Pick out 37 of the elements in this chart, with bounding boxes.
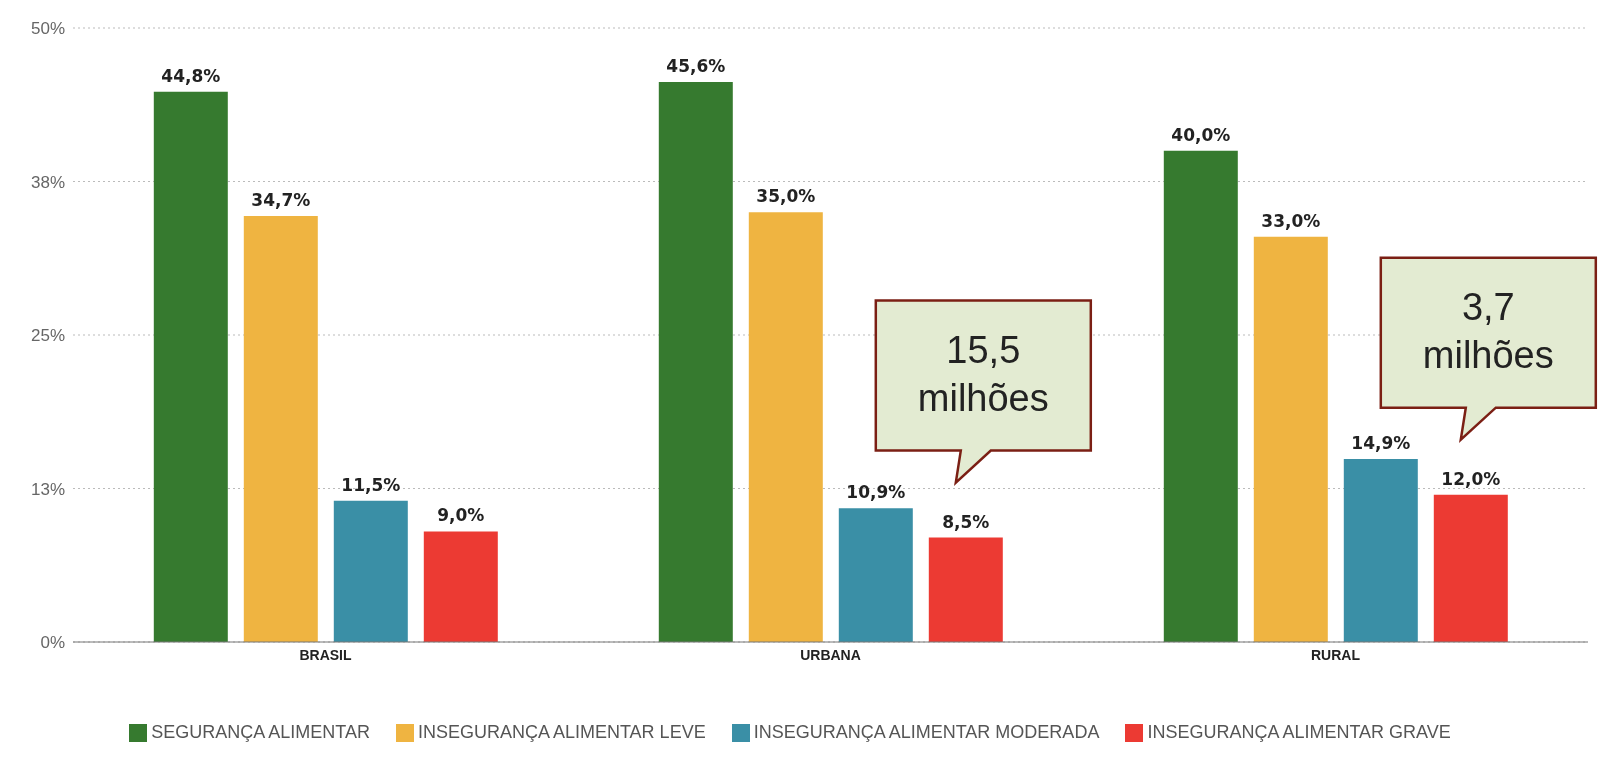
data-label: 45,6%	[666, 56, 726, 77]
annotation: 15,5 milhões	[917, 328, 1049, 419]
data-label: 12,0%	[1441, 468, 1501, 489]
data-label: 40,0%	[1171, 124, 1231, 145]
annotation: 3,7 milhões	[1422, 285, 1554, 376]
bar	[1253, 236, 1328, 642]
bar	[838, 508, 913, 642]
y-tick-label: 25%	[30, 326, 65, 346]
legend-label: INSEGURANÇA ALIMENTAR MODERADA	[753, 722, 1100, 742]
bar	[748, 212, 823, 642]
bar	[1433, 494, 1508, 642]
bar	[153, 91, 228, 642]
data-label: 11,5%	[341, 474, 401, 495]
bar	[243, 215, 318, 642]
y-tick-label: 13%	[30, 479, 65, 499]
data-label: 9,0%	[437, 505, 485, 526]
y-tick-label: 38%	[30, 172, 65, 192]
bar	[658, 82, 733, 642]
x-tick-label: RURAL	[1311, 646, 1361, 663]
data-label: 44,8%	[161, 65, 221, 86]
data-label: 33,0%	[1261, 210, 1321, 231]
bar	[333, 500, 408, 642]
data-label: 8,5%	[942, 511, 990, 532]
legend-label: SEGURANÇA ALIMENTAR	[151, 722, 370, 742]
y-tick-label: 50%	[30, 19, 65, 39]
data-label: 34,7%	[251, 189, 311, 210]
legend-label: INSEGURANÇA ALIMENTAR GRAVE	[1147, 722, 1451, 742]
x-tick-label: URBANA	[800, 646, 861, 663]
bar	[423, 531, 498, 642]
x-tick-label: BRASIL	[299, 646, 352, 663]
bar	[1163, 150, 1238, 642]
bar	[1343, 459, 1418, 642]
legend-label: INSEGURANÇA ALIMENTAR LEVE	[417, 722, 706, 742]
data-label: 35,0%	[756, 186, 816, 207]
y-tick-label: 0%	[40, 633, 65, 653]
speech-callout: 15,5 milhões	[874, 299, 1093, 486]
bar	[928, 537, 1003, 642]
